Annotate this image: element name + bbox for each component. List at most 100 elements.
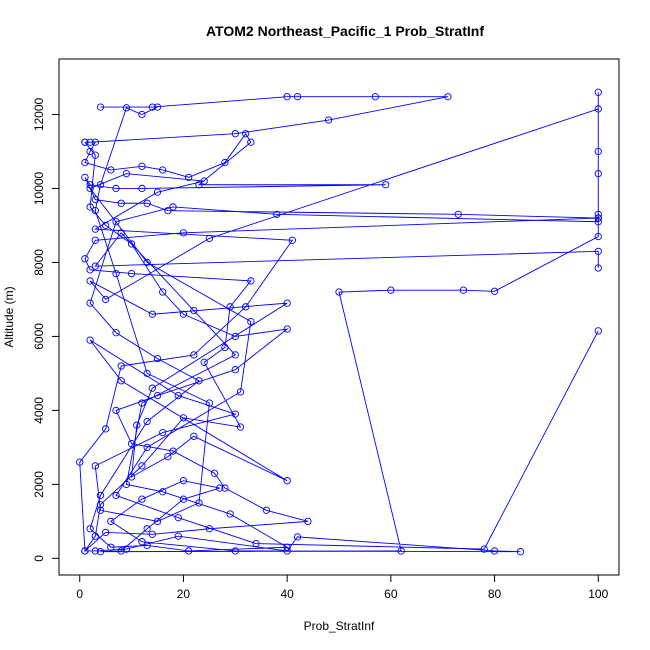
data-point <box>226 510 234 518</box>
data-point <box>91 225 99 233</box>
data-point <box>81 173 89 182</box>
data-point <box>122 545 131 553</box>
data-point <box>454 210 462 219</box>
data-point <box>91 462 99 470</box>
data-point <box>335 288 343 296</box>
data-point <box>112 184 120 193</box>
y-tick-label: 0 <box>32 555 46 562</box>
data-point <box>81 547 89 555</box>
data-point <box>293 533 302 541</box>
data-point <box>143 417 151 426</box>
data-point <box>148 530 156 538</box>
data-point <box>81 158 89 167</box>
data-point <box>200 177 208 185</box>
data-point <box>179 229 188 237</box>
data-point <box>179 310 188 318</box>
data-point <box>444 93 452 101</box>
data-point <box>594 218 602 226</box>
data-point <box>122 104 131 112</box>
data-point <box>236 423 245 431</box>
data-point <box>231 351 239 359</box>
data-point <box>247 138 255 146</box>
data-point <box>247 277 255 285</box>
data-point <box>179 414 188 422</box>
data-point <box>480 545 488 553</box>
data-point <box>159 288 167 296</box>
series-layer <box>76 88 602 556</box>
data-point <box>247 317 255 326</box>
data-point <box>86 525 94 533</box>
data-point <box>190 351 198 359</box>
data-point <box>221 484 229 492</box>
data-point <box>153 103 162 111</box>
data-point <box>117 362 125 370</box>
data-point <box>169 203 177 211</box>
data-point <box>231 130 239 138</box>
data-point <box>148 103 156 111</box>
x-tick-label: 80 <box>488 587 502 601</box>
x-tick-label: 60 <box>384 587 398 601</box>
data-point <box>86 184 94 193</box>
data-point <box>490 287 499 295</box>
data-point <box>231 332 239 341</box>
data-point <box>91 262 99 270</box>
data-point <box>112 218 120 226</box>
data-point <box>159 488 167 496</box>
data-point <box>86 336 94 344</box>
data-point <box>107 517 115 526</box>
data-point <box>138 184 146 193</box>
data-point <box>117 229 125 237</box>
data-point <box>387 286 395 294</box>
data-point <box>127 240 136 248</box>
data-point <box>174 532 182 540</box>
series-1 <box>81 88 602 556</box>
y-tick-label: 10000 <box>32 171 46 205</box>
data-point <box>148 384 156 392</box>
data-point <box>594 210 602 219</box>
data-point <box>283 547 291 555</box>
data-point <box>153 391 162 400</box>
data-point <box>107 166 115 174</box>
data-point <box>179 495 188 503</box>
data-point <box>102 295 110 304</box>
data-point <box>174 514 182 522</box>
series-2 <box>76 138 602 555</box>
data-point <box>86 138 94 146</box>
data-point <box>169 447 177 455</box>
data-point <box>283 299 291 307</box>
data-point <box>143 258 151 267</box>
data-point <box>91 151 99 159</box>
data-point <box>112 491 120 500</box>
data-point <box>190 306 198 315</box>
data-point <box>190 432 198 440</box>
data-point <box>221 158 229 167</box>
plot-frame <box>58 58 620 576</box>
y-tick-label: 4000 <box>32 397 46 424</box>
data-point <box>304 517 312 526</box>
data-point <box>91 138 99 146</box>
data-point <box>138 462 146 470</box>
chart-title: ATOM2 Northeast_Pacific_1 Prob_StratInf <box>206 23 484 39</box>
data-point <box>143 369 151 378</box>
data-point <box>102 425 110 433</box>
data-point <box>490 547 499 555</box>
data-point <box>179 477 188 485</box>
data-point <box>143 541 151 550</box>
data-point <box>86 266 94 274</box>
data-point <box>112 329 120 337</box>
series-line <box>84 92 599 553</box>
data-point <box>164 452 172 461</box>
data-point <box>112 269 120 278</box>
data-point <box>216 484 224 492</box>
data-point <box>153 354 162 363</box>
x-tick-label: 0 <box>76 587 83 601</box>
data-point <box>138 538 146 546</box>
data-point <box>96 506 105 514</box>
data-point <box>143 443 151 452</box>
data-point <box>252 539 260 548</box>
data-point <box>138 495 146 503</box>
data-point <box>293 93 302 101</box>
data-point <box>231 547 239 555</box>
data-point <box>112 406 120 415</box>
data-point <box>86 277 94 285</box>
